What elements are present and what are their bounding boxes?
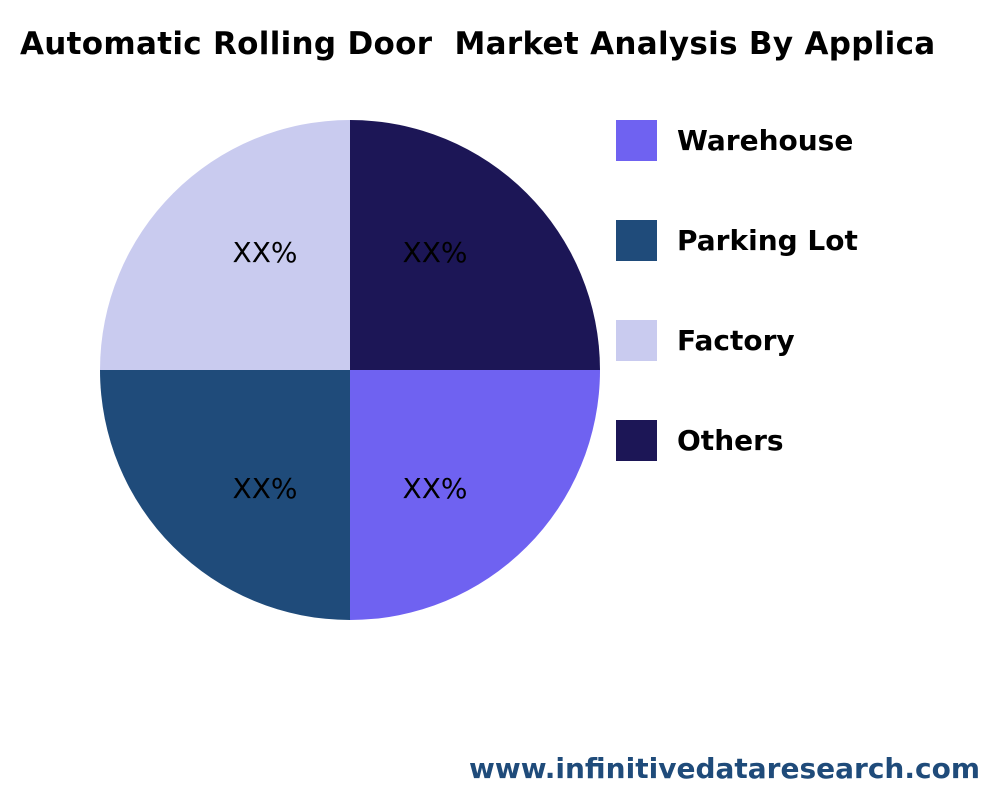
legend-swatch: [616, 320, 657, 361]
legend-label: Factory: [677, 324, 795, 357]
website-link[interactable]: www.infinitivedataresearch.com: [468, 752, 980, 785]
pie-slice-parking-lot: [100, 370, 350, 620]
legend-label: Warehouse: [677, 124, 854, 157]
data-label: XX%: [233, 236, 298, 269]
legend-swatch: [616, 220, 657, 261]
legend-item-factory: Factory: [616, 320, 795, 361]
legend-item-parking-lot: Parking Lot: [616, 220, 858, 261]
data-label: XX%: [403, 236, 468, 269]
legend-swatch: [616, 420, 657, 461]
pie-slice-warehouse: [350, 370, 600, 620]
data-label: XX%: [403, 472, 468, 505]
pie-slice-others: [350, 120, 600, 370]
legend-swatch: [616, 120, 657, 161]
pie-slice-factory: [100, 120, 350, 370]
legend-label: Others: [677, 424, 784, 457]
legend-label: Parking Lot: [677, 224, 858, 257]
legend-item-warehouse: Warehouse: [616, 120, 853, 161]
legend-item-others: Others: [616, 420, 784, 461]
chart-title: Automatic Rolling Door Market Analysis B…: [20, 26, 936, 62]
data-label: XX%: [233, 472, 298, 505]
